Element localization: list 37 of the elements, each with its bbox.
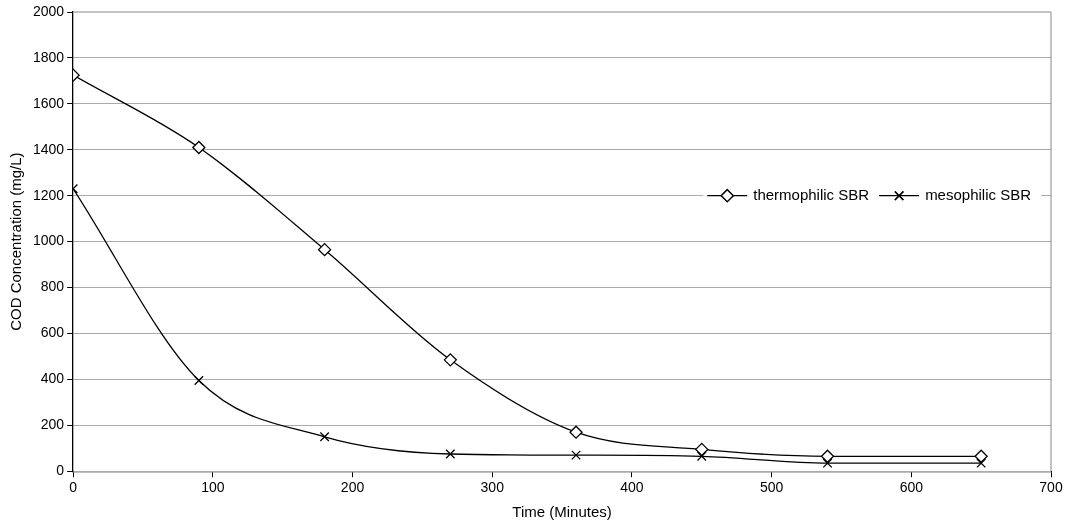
point: [319, 431, 330, 442]
point: [696, 451, 707, 462]
point: [193, 375, 204, 386]
y-tick-label: 1400: [32, 140, 65, 157]
x-tick-label: 600: [899, 479, 924, 496]
y-tick-label: 1600: [32, 94, 65, 111]
y-tick-label: 800: [40, 278, 65, 295]
y-tick-label: 400: [40, 370, 65, 387]
x-tick-label: 200: [340, 479, 365, 496]
x-tick-label: 700: [1039, 479, 1063, 496]
x-tick-label: 100: [201, 479, 225, 496]
y-axis-title: COD Concentration (mg/L): [7, 152, 25, 331]
point: [571, 450, 581, 461]
y-tick-label: 1800: [32, 48, 65, 65]
point: [445, 449, 456, 459]
y-tick-label: 0: [56, 462, 65, 479]
x-tick-label: 0: [69, 479, 78, 496]
y-tick-label: 2000: [32, 2, 65, 19]
point: [976, 458, 987, 469]
point: [317, 242, 332, 257]
point: [569, 425, 583, 439]
y-tick-label: 1000: [32, 232, 65, 249]
y-tick-label: 1200: [32, 186, 65, 203]
x-tick-label: 400: [620, 479, 644, 496]
y-tick-label: 600: [40, 324, 65, 341]
legend-label: mesophilic SBR: [925, 185, 1032, 203]
point: [820, 449, 835, 463]
x-tick-label: 500: [759, 479, 784, 496]
point: [822, 458, 833, 469]
point: [974, 449, 988, 463]
x-axis-title: Time (Minutes): [512, 503, 612, 521]
point: [695, 442, 709, 457]
y-tick-label: 200: [40, 416, 65, 433]
point: [443, 353, 457, 367]
legend-label: thermophilic SBR: [753, 185, 870, 203]
point: [192, 140, 206, 155]
x-tick-label: 300: [480, 479, 505, 496]
